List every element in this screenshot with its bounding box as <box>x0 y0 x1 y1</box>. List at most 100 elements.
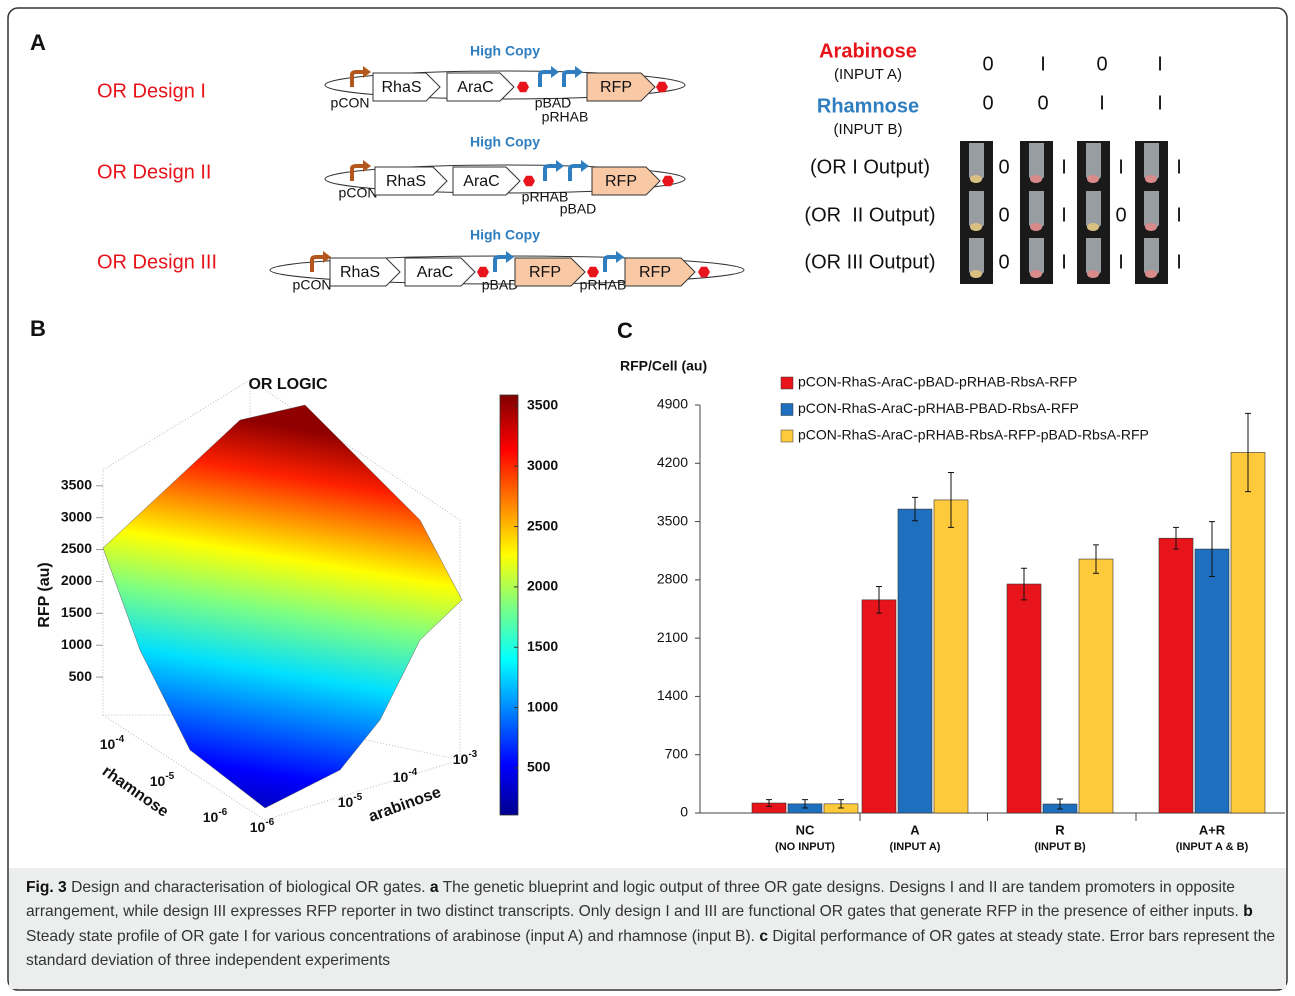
colorbar-tick-label: 1000 <box>527 698 558 714</box>
y-tick-label: 4200 <box>657 454 688 470</box>
tube-liquid <box>1087 270 1099 278</box>
tube-liquid <box>1087 175 1099 183</box>
promoter <box>352 72 364 87</box>
output-label: (OR II Output) <box>804 204 935 226</box>
caption-text: a <box>430 879 439 896</box>
z-tick-label: 2500 <box>61 540 92 556</box>
promoter <box>570 166 582 181</box>
promoter-head <box>581 160 589 172</box>
bar <box>934 500 968 813</box>
promoter-head <box>556 160 564 172</box>
legend-label: pCON-RhaS-AraC-pBAD-pRHAB-RbsA-RFP <box>798 374 1077 390</box>
y-axis-label: RFP/Cell (au) <box>620 358 707 374</box>
arabinose-tick-label-exponent: -5 <box>353 792 362 803</box>
colorbar-tick-label: 1500 <box>527 638 558 654</box>
gene-label: RhaS <box>340 264 380 281</box>
promoter-label: pRHAB <box>542 109 589 125</box>
y-tick-label: 3500 <box>657 512 688 528</box>
tube-liquid <box>1030 175 1042 183</box>
input-subtitle: (INPUT B) <box>834 121 903 138</box>
rhamnose-tick-label-base: 10 <box>203 809 219 825</box>
tube-liquid <box>970 223 982 231</box>
legend-swatch <box>781 430 793 442</box>
rhamnose-tick-label-base: 10 <box>150 773 166 789</box>
tube-liquid <box>1145 270 1157 278</box>
output-value: I <box>1061 156 1067 178</box>
gene-label: RhaS <box>381 79 421 96</box>
tube-liquid <box>1030 223 1042 231</box>
arabinose-tick-label-base: 10 <box>453 751 469 767</box>
caption-text: Steady state profile of OR gate I for va… <box>26 928 759 945</box>
legend-label: pCON-RhaS-AraC-pRHAB-RbsA-RFP-pBAD-RbsA-… <box>798 427 1149 443</box>
gene-label: RFP <box>639 264 671 281</box>
design-label: OR Design I <box>97 80 206 102</box>
terminator <box>698 267 710 277</box>
arabinose-tick-label-base: 10 <box>250 819 266 835</box>
promoter-head <box>506 251 514 263</box>
arabinose-tick-label-exponent: -4 <box>408 767 417 778</box>
z-tick-label: 3500 <box>61 476 92 492</box>
rhamnose-tick-label: 10-4 <box>100 734 125 752</box>
terminator <box>517 82 529 92</box>
tube-liquid <box>1145 175 1157 183</box>
z-axis-label: RFP (au) <box>36 562 53 627</box>
promoter <box>605 257 617 272</box>
y-tick-label: 4900 <box>657 396 688 412</box>
rhamnose-tick-label: 10-5 <box>150 771 175 789</box>
caption: Fig. 3 Design and characterisation of bi… <box>26 876 1276 973</box>
input-value: I <box>1040 53 1046 75</box>
colorbar-tick-label: 2500 <box>527 517 558 533</box>
promoter-label: pRHAB <box>580 277 627 293</box>
arabinose-tick-label: 10-3 <box>453 749 478 767</box>
bar <box>862 600 896 813</box>
arabinose-axis-label: arabinose <box>366 784 443 826</box>
y-tick-label: 2800 <box>657 571 688 587</box>
x-tick-label: NC <box>796 822 815 837</box>
rhamnose-tick-label: 10-6 <box>203 807 228 825</box>
rhamnose-tick-label-exponent: -6 <box>218 807 227 818</box>
legend-swatch <box>781 404 793 416</box>
promoter <box>495 257 507 272</box>
response-surface <box>103 405 462 808</box>
y-tick-label: 0 <box>680 804 688 820</box>
arabinose-tick-label-exponent: -3 <box>468 749 477 760</box>
bar <box>1231 452 1265 813</box>
input-value: 0 <box>982 53 993 75</box>
arabinose-tick-label: 10-4 <box>393 767 418 785</box>
promoter-label: pCON <box>331 95 370 111</box>
terminator <box>656 82 668 92</box>
legend-swatch <box>781 377 793 389</box>
promoter <box>545 166 557 181</box>
output-value: I <box>1176 156 1182 178</box>
design-label: OR Design III <box>97 251 217 273</box>
promoter-label: pBAD <box>560 201 597 217</box>
surface-title: OR LOGIC <box>248 376 328 393</box>
panel-letter: B <box>30 316 46 341</box>
output-label: (OR III Output) <box>804 251 935 273</box>
panel-letter: C <box>617 318 633 343</box>
colorbar-tick-label: 2000 <box>527 578 558 594</box>
input-name: Arabinose <box>819 40 917 62</box>
input-value: 0 <box>982 92 993 114</box>
input-value: 0 <box>1096 53 1107 75</box>
output-value: I <box>1061 204 1067 226</box>
gene-label: RFP <box>529 264 561 281</box>
bar <box>1195 549 1229 813</box>
rhamnose-tick-label-exponent: -4 <box>115 734 124 745</box>
terminator <box>523 176 535 186</box>
terminator <box>477 267 489 277</box>
arabinose-tick-label-exponent: -6 <box>265 817 274 828</box>
promoter <box>564 72 576 87</box>
design-label: OR Design II <box>97 161 211 183</box>
rhamnose-tick-label-base: 10 <box>100 736 116 752</box>
legend-label: pCON-RhaS-AraC-pRHAB-PBAD-RbsA-RFP <box>798 400 1079 416</box>
output-value: I <box>1176 204 1182 226</box>
z-tick-label: 1000 <box>61 636 92 652</box>
gene-label: AraC <box>457 79 493 96</box>
caption-text: b <box>1243 903 1253 920</box>
output-value: 0 <box>998 204 1009 226</box>
tube-liquid <box>1030 270 1042 278</box>
z-tick-label: 2000 <box>61 572 92 588</box>
tube-liquid <box>970 270 982 278</box>
colorbar-tick-label: 3000 <box>527 457 558 473</box>
